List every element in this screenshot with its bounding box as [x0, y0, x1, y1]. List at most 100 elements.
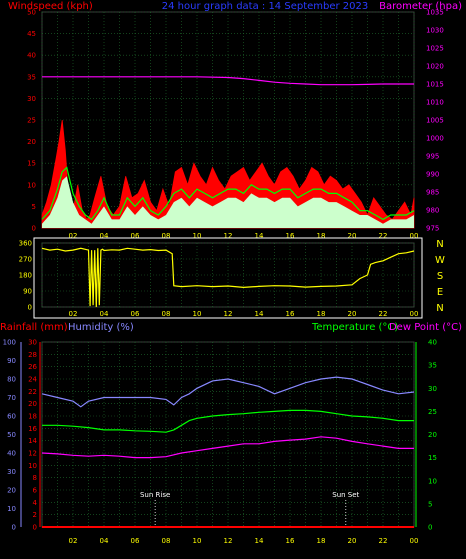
- wind-y-tick-label: 15: [27, 160, 36, 168]
- x-tick-label: 20: [348, 310, 357, 318]
- x-tick-label: 16: [286, 310, 295, 318]
- humidity-y-tick-label: 80: [7, 376, 16, 384]
- compass-label: S: [437, 271, 443, 282]
- temperature-series-line: [42, 409, 414, 433]
- rain-y-tick-label: 0: [33, 524, 37, 532]
- compass-label: W: [435, 255, 445, 266]
- temperature-y-tick-label: 20: [428, 431, 437, 439]
- direction-y-tick-label: 360: [19, 240, 32, 248]
- x-tick-label: 02: [69, 537, 78, 545]
- rain-y-tick-label: 10: [28, 462, 37, 470]
- wind-y-tick-label: 45: [27, 30, 36, 38]
- rain-y-tick-label: 2: [33, 511, 37, 519]
- x-tick-label: 08: [162, 232, 171, 240]
- baro-y-tick-label: 990: [426, 171, 439, 179]
- rain-y-tick-label: 4: [33, 499, 38, 507]
- compass-label: E: [437, 287, 443, 298]
- x-tick-label: 06: [131, 310, 140, 318]
- x-tick-label: 12: [224, 232, 233, 240]
- x-tick-label: 04: [100, 537, 109, 545]
- direction-y-tick-label: 180: [19, 272, 32, 280]
- x-tick-label: 22: [379, 537, 388, 545]
- baro-y-tick-label: 1020: [426, 63, 444, 71]
- rain-y-tick-label: 18: [28, 413, 37, 421]
- direction-y-tick-label: 0: [28, 304, 32, 312]
- wind-y-tick-label: 20: [27, 138, 36, 146]
- rain-y-tick-label: 8: [33, 474, 37, 482]
- direction-series-line: [41, 247, 415, 308]
- temperature-y-tick-label: 25: [428, 408, 437, 416]
- rain-y-tick-label: 20: [28, 400, 37, 408]
- direction-y-tick-label: 90: [23, 288, 32, 296]
- dewpoint-series-line: [41, 436, 414, 459]
- x-tick-label: 16: [286, 232, 295, 240]
- rain-y-tick-label: 30: [28, 339, 37, 347]
- wind-panel: 0510152025303540455097598098599099510001…: [27, 9, 444, 241]
- x-tick-label: 18: [317, 310, 326, 318]
- wind-y-tick-label: 10: [27, 181, 36, 189]
- humidity-y-tick-label: 0: [12, 524, 16, 532]
- wind-y-tick-label: 25: [27, 117, 36, 125]
- rain-y-tick-label: 6: [33, 487, 38, 495]
- x-tick-label: 04: [100, 310, 109, 318]
- wind-y-tick-label: 35: [27, 73, 36, 81]
- rain-y-tick-label: 24: [28, 376, 37, 384]
- humidity-series-line: [41, 376, 415, 408]
- x-tick-label: 22: [379, 310, 388, 318]
- temperature-y-tick-label: 10: [428, 477, 437, 485]
- rain-y-tick-label: 28: [28, 351, 37, 359]
- wind-y-tick-label: 0: [32, 225, 36, 233]
- x-tick-label: 02: [69, 310, 78, 318]
- humidity-y-tick-label: 50: [7, 431, 16, 439]
- rain-y-tick-label: 26: [28, 363, 37, 371]
- humidity-y-tick-label: 70: [7, 394, 16, 402]
- rain-y-tick-label: 16: [28, 425, 37, 433]
- temperature-panel: 0102030405060708090100024681012141618202…: [3, 339, 437, 546]
- graph-date-title: 24 hour graph data : 14 September 2023: [162, 1, 369, 12]
- temperature-y-tick-label: 35: [428, 362, 437, 370]
- humidity-y-tick-label: 30: [7, 468, 16, 476]
- temperature-y-tick-label: 30: [428, 385, 437, 393]
- rain-y-tick-label: 14: [28, 437, 37, 445]
- wind-y-tick-label: 50: [27, 9, 36, 17]
- baro-y-tick-label: 985: [426, 189, 439, 197]
- temperature-axis-title: Temperature (°C): [311, 322, 398, 333]
- x-tick-label: 18: [317, 232, 326, 240]
- temperature-y-tick-label: 40: [428, 339, 437, 347]
- rain-y-tick-label: 22: [28, 388, 37, 396]
- baro-y-tick-label: 1035: [426, 9, 444, 17]
- x-tick-label: 02: [69, 232, 78, 240]
- wind-axis-title: Windspeed (kph): [8, 1, 93, 12]
- x-tick-label: 04: [100, 232, 109, 240]
- baro-y-tick-label: 1015: [426, 81, 444, 89]
- x-tick-label: 00: [410, 310, 419, 318]
- x-tick-label: 00: [410, 537, 419, 545]
- x-tick-label: 10: [193, 537, 202, 545]
- x-tick-label: 14: [255, 232, 264, 240]
- average-series-line: [41, 166, 415, 221]
- humidity-axis-title: Humidity (%): [68, 322, 134, 333]
- humidity-y-tick-label: 40: [7, 450, 16, 458]
- humidity-y-tick-label: 90: [7, 357, 16, 365]
- baro-y-tick-label: 975: [426, 225, 439, 233]
- x-tick-label: 00: [410, 232, 419, 240]
- x-tick-label: 06: [131, 537, 140, 545]
- x-tick-label: 20: [348, 537, 357, 545]
- x-tick-label: 08: [162, 310, 171, 318]
- x-tick-label: 12: [224, 537, 233, 545]
- rain-axis-title: Rainfall (mm): [0, 322, 68, 333]
- temperature-y-tick-label: 5: [428, 500, 432, 508]
- x-tick-label: 14: [255, 310, 264, 318]
- x-tick-label: 20: [348, 232, 357, 240]
- baro-y-tick-label: 1025: [426, 45, 444, 53]
- x-tick-label: 14: [255, 537, 264, 545]
- x-tick-label: 18: [317, 537, 326, 545]
- humidity-y-tick-label: 20: [7, 487, 16, 495]
- baro-y-tick-label: 995: [426, 153, 439, 161]
- direction-y-tick-label: 270: [19, 256, 32, 264]
- temperature-y-tick-label: 0: [428, 524, 432, 532]
- x-tick-label: 10: [193, 310, 202, 318]
- event-label: Sun Set: [332, 491, 359, 499]
